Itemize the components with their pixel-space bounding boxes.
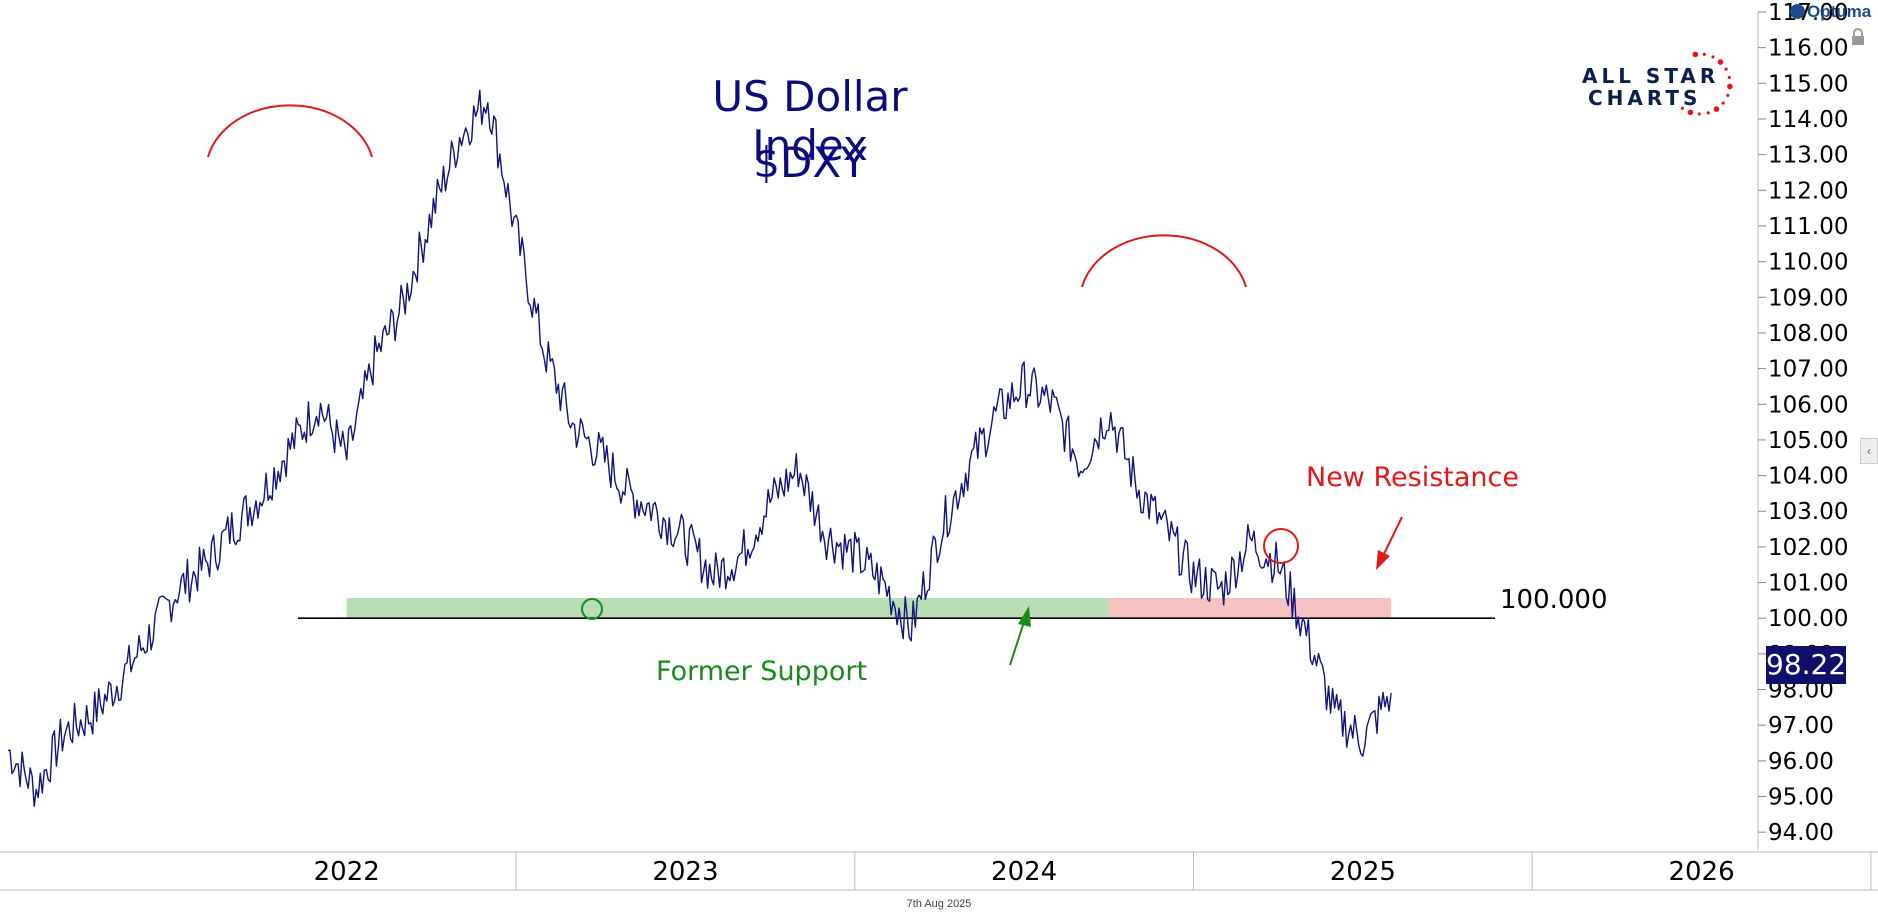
logo-line-1: ALL STAR <box>1582 64 1720 88</box>
y-tick-label: 101.00 <box>1768 571 1848 597</box>
new-resistance-label: New Resistance <box>1306 462 1519 493</box>
level-label: 100.000 <box>1500 585 1608 615</box>
top-arc-2024 <box>1081 234 1247 288</box>
logo-star <box>1727 75 1731 80</box>
logo-star <box>1687 109 1694 116</box>
logo-star <box>1680 106 1684 110</box>
y-tick-label: 105.00 <box>1768 428 1848 454</box>
y-tick-label: 115.00 <box>1768 71 1848 97</box>
x-tick-label: 2024 <box>991 857 1057 887</box>
price-line <box>7 89 1392 807</box>
chart-frame <box>0 12 1878 891</box>
all-star-charts-logo: ALL STAR CHARTS <box>1574 40 1744 130</box>
support-zone <box>346 597 1109 619</box>
top-arc-2022 <box>207 104 373 158</box>
logo-star <box>1721 101 1725 105</box>
logo-star <box>1713 106 1720 112</box>
annotation-shapes <box>207 104 1403 666</box>
y-tick-label: 114.00 <box>1768 107 1848 133</box>
date-footer: 7th Aug 2025 <box>906 898 972 910</box>
y-tick-label: 103.00 <box>1768 499 1848 525</box>
x-tick-label: 2026 <box>1668 857 1734 887</box>
support-arrow-shaft <box>1009 621 1025 666</box>
logo-star <box>1692 51 1699 58</box>
y-tick-label: 116.00 <box>1768 36 1848 62</box>
x-tick-label: 2025 <box>1330 857 1396 887</box>
y-tick-label: 95.00 <box>1768 785 1834 811</box>
y-tick-label: 97.00 <box>1768 713 1834 739</box>
price-series <box>7 89 1392 807</box>
star-arc-icon <box>1680 51 1733 116</box>
y-axis: 94.0095.0096.0097.0098.0099.00100.00101.… <box>1758 0 1848 846</box>
y-tick-label: 113.00 <box>1768 143 1848 169</box>
x-tick-label: 2023 <box>652 857 718 887</box>
chart-subtitle: $DXY <box>753 138 867 187</box>
last-value-badge: 98.22 <box>1766 646 1846 684</box>
y-tick-label: 108.00 <box>1768 321 1848 347</box>
resistance-arrow-head <box>1376 550 1390 570</box>
logo-star <box>1706 111 1710 115</box>
support-arrow-head <box>1018 606 1031 627</box>
y-tick-label: 110.00 <box>1768 250 1848 276</box>
logo-star <box>1702 52 1706 56</box>
y-tick-label: 106.00 <box>1768 392 1848 418</box>
optuma-text: Optuma <box>1807 2 1872 21</box>
resistance-arrow-shaft <box>1381 516 1403 559</box>
logo-star <box>1726 93 1730 97</box>
retest-circle <box>1263 528 1299 564</box>
support-circle <box>581 598 603 620</box>
optuma-dot-icon <box>1790 4 1805 19</box>
y-tick-label: 117.00 <box>1768 0 1848 26</box>
y-tick-label: 104.00 <box>1768 464 1848 490</box>
resistance-zone <box>1108 597 1392 619</box>
y-tick-label: 100.00 <box>1768 606 1848 632</box>
former-support-label: Former Support <box>656 656 868 687</box>
y-tick-label: 102.00 <box>1768 535 1848 561</box>
y-tick-label: 111.00 <box>1768 214 1848 240</box>
logo-star <box>1717 59 1724 65</box>
logo-star <box>1711 55 1715 59</box>
y-tick-label: 107.00 <box>1768 357 1848 383</box>
y-tick-label: 96.00 <box>1768 749 1834 775</box>
optuma-logo: Optuma <box>1790 2 1871 22</box>
logo-star <box>1727 83 1733 90</box>
y-tick-label: 94.00 <box>1768 820 1834 846</box>
chevron-left-icon[interactable]: ‹ <box>1860 438 1878 464</box>
y-tick-label: 109.00 <box>1768 285 1848 311</box>
x-axis: 2022 2023 2024 2025 2026 <box>314 852 1872 890</box>
logo-star <box>1724 67 1728 71</box>
lock-icon[interactable] <box>1850 28 1866 46</box>
support-resistance-zones <box>298 597 1495 620</box>
logo-line-2: CHARTS <box>1588 86 1702 110</box>
chart-title: US Dollar Index <box>712 72 908 170</box>
logo-star <box>1697 112 1701 116</box>
x-tick-label: 2022 <box>314 857 380 887</box>
y-tick-label: 112.00 <box>1768 178 1848 204</box>
